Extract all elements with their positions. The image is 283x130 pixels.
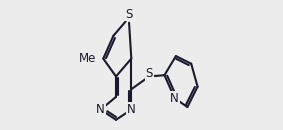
- Text: N: N: [96, 103, 105, 116]
- Text: N: N: [127, 103, 136, 116]
- Text: S: S: [126, 8, 133, 21]
- Text: Me: Me: [79, 52, 97, 65]
- Text: S: S: [145, 67, 153, 80]
- Text: N: N: [170, 92, 179, 105]
